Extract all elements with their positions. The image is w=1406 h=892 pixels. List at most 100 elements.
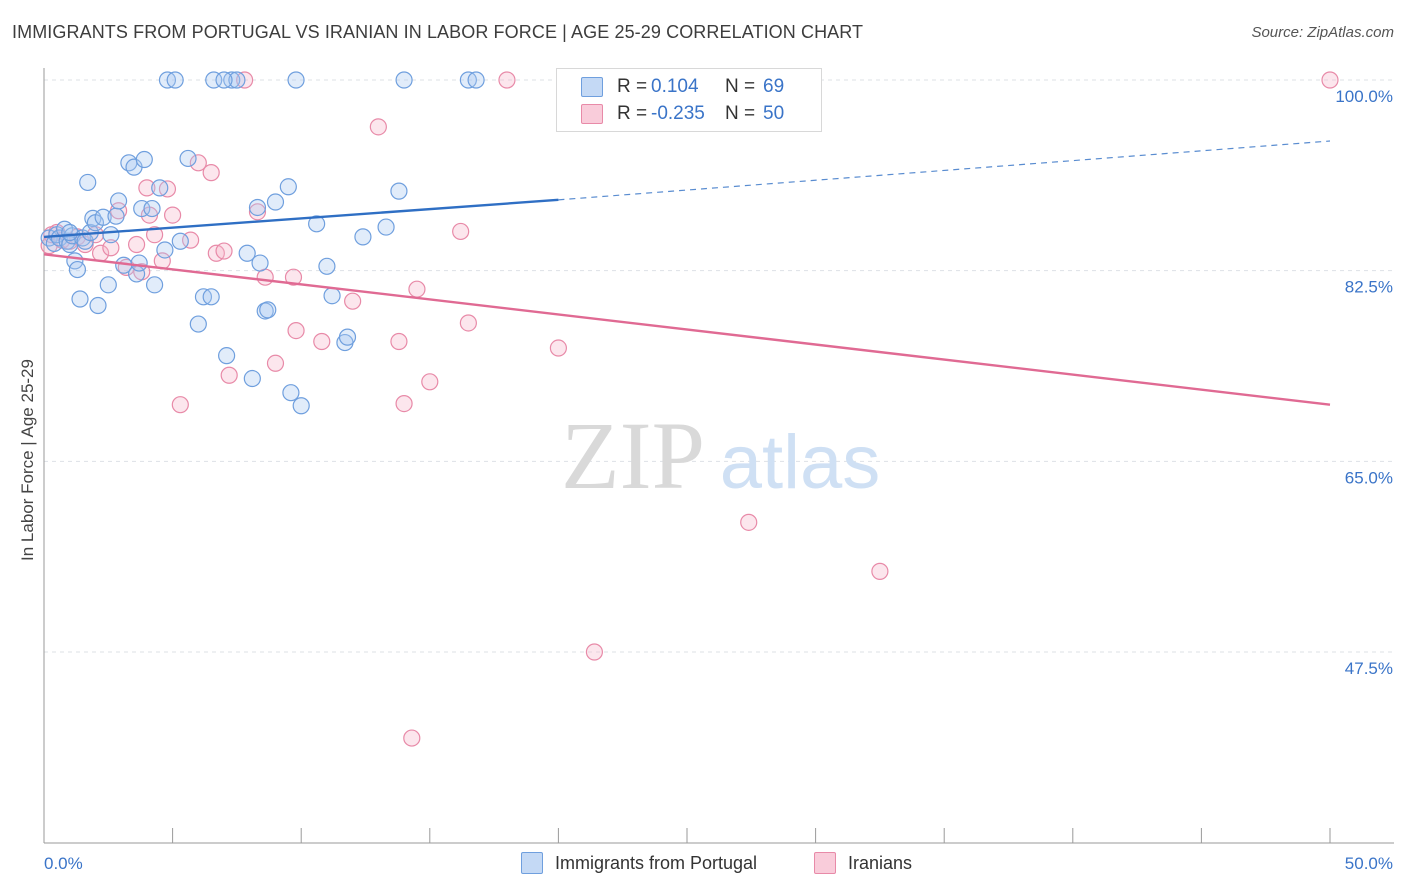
legend-item-portugal[interactable]: Immigrants from Portugal	[521, 852, 757, 874]
legend-swatch-iranians	[814, 852, 836, 874]
data-point-portugal	[89, 296, 107, 315]
stats-r-value: -0.235	[651, 103, 705, 124]
axes	[43, 68, 1394, 844]
data-point-iranians	[202, 164, 220, 182]
data-point-iranians	[287, 321, 305, 340]
data-point-portugal	[318, 257, 336, 275]
legend-item-iranians[interactable]: Iranians	[814, 852, 912, 874]
source-label: Source: ZipAtlas.com	[1251, 24, 1394, 41]
data-point-iranians	[145, 226, 164, 244]
data-point-portugal	[390, 182, 408, 200]
data-point-portugal	[156, 241, 174, 259]
stats-n-value: 69	[763, 76, 785, 97]
data-point-portugal	[151, 179, 169, 197]
data-point-iranians	[189, 154, 207, 172]
data-point-iranians	[390, 332, 408, 351]
data-point-portugal	[179, 149, 197, 168]
data-point-portugal	[202, 288, 220, 306]
data-point-portugal	[467, 71, 485, 89]
grid-lines	[44, 79, 1394, 653]
y-tick-label: 82.5%	[1345, 278, 1393, 297]
x-tick-labels: 0.0% 50.0%	[44, 854, 1393, 873]
stats-n-label: N =	[725, 103, 756, 124]
data-point-iranians	[421, 373, 439, 391]
stats-swatch-iranians	[581, 104, 603, 124]
data-point-iranians	[266, 354, 285, 372]
trend-line-portugal-extension	[558, 140, 1331, 201]
data-point-iranians	[871, 562, 889, 580]
data-point-portugal	[292, 397, 310, 415]
data-point-iranians	[102, 239, 120, 257]
data-point-iranians	[215, 242, 233, 260]
data-point-portugal	[354, 228, 372, 246]
data-point-portugal	[251, 254, 269, 272]
watermark: ZIP atlas	[561, 402, 880, 509]
trend-line-iranians	[43, 253, 1331, 406]
data-point-iranians	[164, 206, 182, 224]
stats-row-portugal: R = 0.104 N = 69	[581, 75, 784, 99]
stats-n-value: 50	[763, 103, 785, 124]
stats-r-value: 0.104	[651, 76, 699, 97]
legend-label-iranians: Iranians	[848, 852, 913, 873]
data-point-portugal	[228, 71, 246, 89]
data-point-iranians	[740, 513, 758, 531]
data-point-iranians	[220, 366, 238, 384]
series-portugal-points	[40, 71, 485, 415]
stats-r-label: R =	[617, 76, 648, 97]
data-point-portugal	[218, 347, 236, 365]
stats-swatch-portugal	[581, 77, 603, 97]
data-point-portugal	[287, 71, 305, 89]
data-point-portugal	[102, 226, 120, 244]
y-tick-label: 47.5%	[1345, 659, 1393, 678]
legend-swatch-portugal	[521, 852, 543, 874]
data-point-portugal	[338, 328, 357, 346]
data-point-iranians	[248, 203, 267, 221]
watermark-atlas: atlas	[720, 420, 881, 505]
data-point-iranians	[171, 396, 189, 414]
data-point-portugal	[109, 192, 128, 210]
chart-title: IMMIGRANTS FROM PORTUGAL VS IRANIAN IN L…	[12, 22, 864, 42]
data-point-portugal	[308, 215, 326, 233]
data-point-portugal	[377, 218, 395, 236]
data-point-iranians	[284, 268, 303, 286]
y-axis-label: In Labor Force | Age 25-29	[18, 359, 37, 561]
data-point-portugal	[248, 198, 267, 217]
data-point-portugal	[266, 193, 285, 211]
data-point-portugal	[279, 178, 297, 196]
data-point-portugal	[238, 244, 256, 262]
data-point-portugal	[189, 315, 207, 333]
data-point-portugal	[130, 254, 148, 272]
data-point-iranians	[313, 332, 331, 351]
data-point-iranians	[395, 394, 413, 413]
data-point-iranians	[498, 71, 516, 89]
data-point-iranians	[549, 339, 568, 357]
data-point-portugal	[135, 150, 153, 169]
data-point-portugal	[395, 71, 413, 89]
data-point-portugal	[68, 260, 87, 279]
data-point-portugal	[323, 287, 341, 305]
trend-lines	[43, 140, 1331, 406]
data-point-portugal	[282, 384, 300, 402]
data-point-iranians	[403, 729, 421, 747]
data-point-portugal	[243, 369, 261, 388]
data-point-portugal	[107, 207, 125, 225]
data-point-iranians	[127, 235, 146, 254]
y-tick-label: 65.0%	[1345, 468, 1393, 487]
data-point-iranians	[459, 314, 477, 332]
data-point-portugal	[171, 232, 189, 250]
data-point-iranians	[408, 280, 426, 298]
data-point-portugal	[166, 71, 184, 89]
stats-r-label: R =	[617, 103, 648, 124]
stats-row-iranians: R = -0.235 N = 50	[581, 102, 784, 126]
stats-n-label: N =	[725, 76, 756, 97]
data-point-iranians	[369, 118, 387, 136]
data-point-portugal	[94, 208, 112, 226]
data-point-portugal	[79, 173, 97, 192]
data-point-portugal	[61, 223, 79, 242]
correlation-stats-box: R = 0.104 N = 69 R = -0.235 N = 50	[556, 68, 822, 132]
data-point-iranians	[344, 292, 362, 310]
data-point-portugal	[215, 71, 233, 89]
data-point-iranians	[138, 179, 156, 197]
data-point-portugal	[71, 290, 89, 308]
